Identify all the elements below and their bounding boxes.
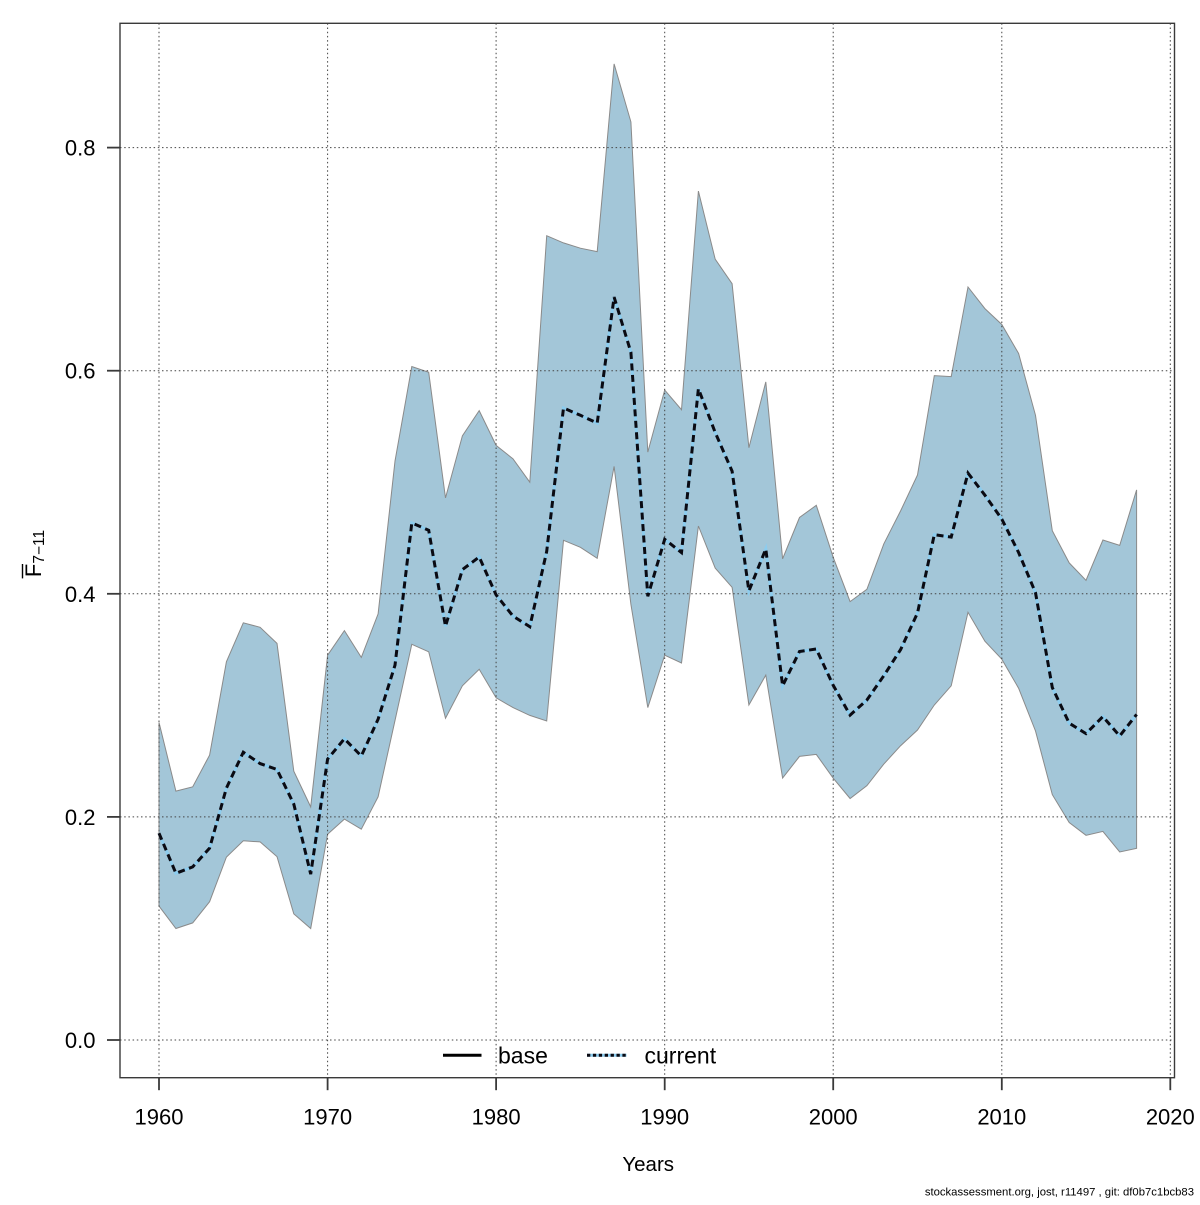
svg-text:Years: Years xyxy=(622,1153,674,1176)
svg-text:0.4: 0.4 xyxy=(65,582,96,607)
svg-text:0.0: 0.0 xyxy=(65,1028,96,1053)
svg-text:1980: 1980 xyxy=(472,1104,521,1129)
svg-text:F7−11: F7−11 xyxy=(21,530,48,577)
svg-text:0.2: 0.2 xyxy=(65,805,96,830)
svg-text:2020: 2020 xyxy=(1146,1104,1195,1129)
svg-text:0.8: 0.8 xyxy=(65,136,96,161)
svg-text:0.6: 0.6 xyxy=(65,359,96,384)
svg-text:1960: 1960 xyxy=(135,1104,184,1129)
svg-text:base: base xyxy=(498,1043,548,1069)
svg-text:2010: 2010 xyxy=(977,1104,1026,1129)
svg-text:1970: 1970 xyxy=(303,1104,352,1129)
svg-text:1990: 1990 xyxy=(640,1104,689,1129)
svg-text:current: current xyxy=(645,1043,717,1069)
svg-text:2000: 2000 xyxy=(809,1104,858,1129)
svg-text:stockassessment.org, jost, r11: stockassessment.org, jost, r11497 , git:… xyxy=(925,1187,1194,1199)
